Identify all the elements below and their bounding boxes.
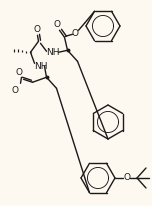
Text: O: O — [33, 25, 40, 34]
Text: O: O — [53, 20, 60, 29]
Text: NH: NH — [46, 48, 59, 57]
Text: O: O — [72, 29, 79, 38]
Text: O: O — [11, 86, 18, 95]
Text: O: O — [16, 68, 23, 77]
Text: O: O — [123, 173, 131, 183]
Text: NH: NH — [34, 62, 47, 71]
